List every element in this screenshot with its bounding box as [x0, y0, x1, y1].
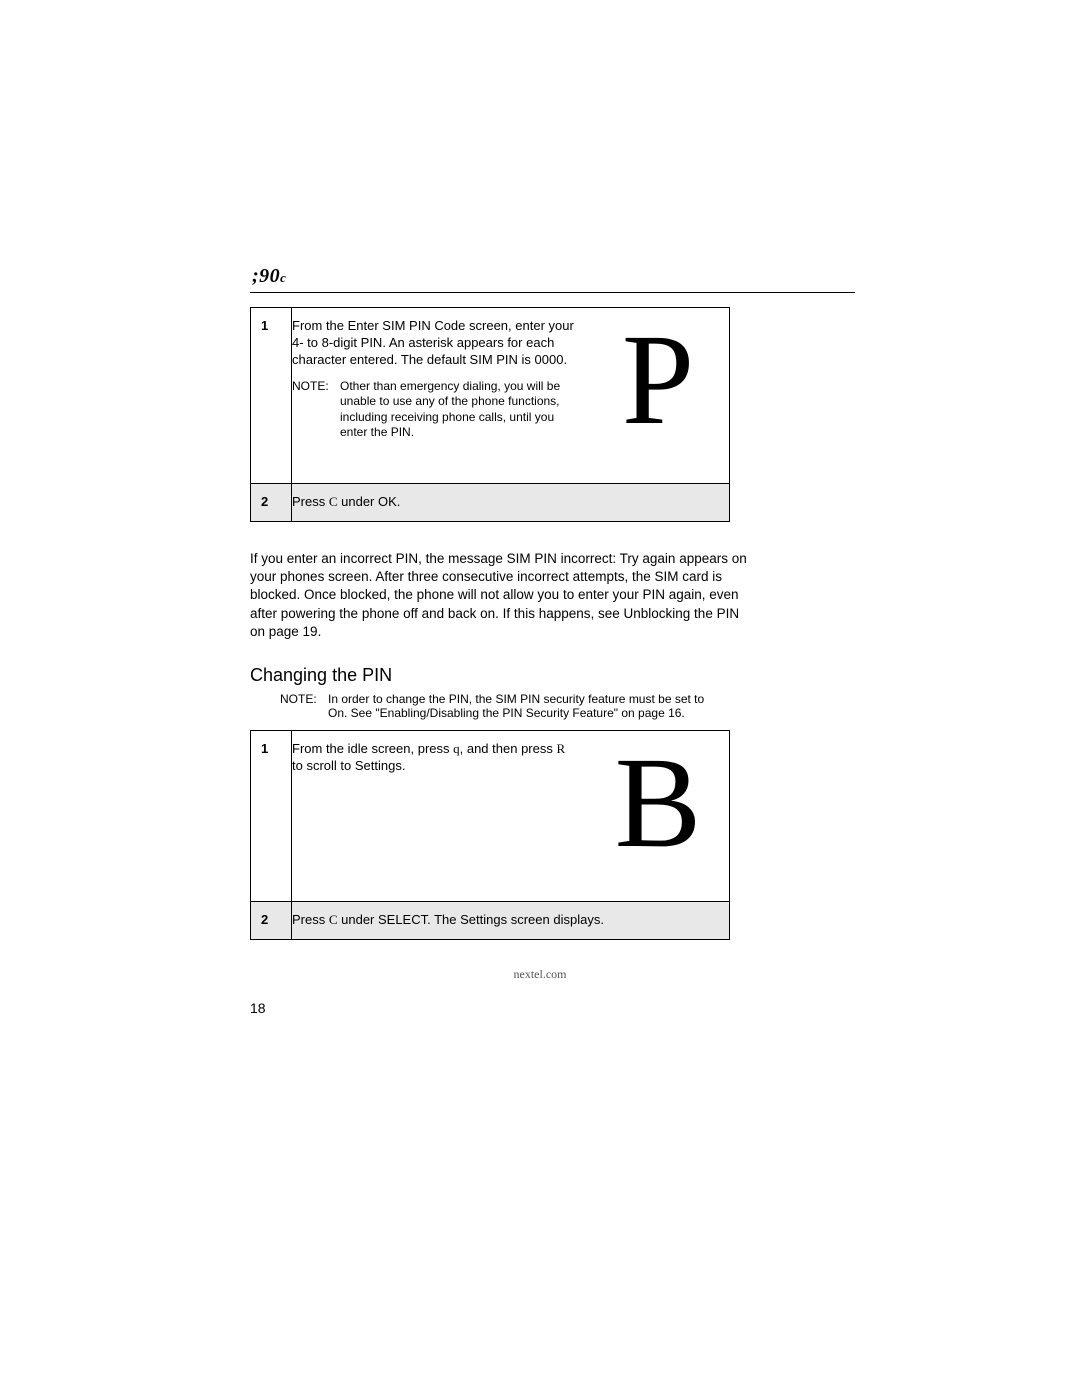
text-fragment: screen displays.: [507, 912, 604, 927]
key-glyph: R: [556, 741, 565, 756]
pin-entry-steps-table: 1 From the Enter SIM PIN Code screen, en…: [250, 307, 730, 522]
note-label: NOTE:: [292, 379, 340, 395]
text-fragment: , and then press: [460, 741, 557, 756]
table-row: 1 From the Enter SIM PIN Code screen, en…: [251, 308, 730, 484]
header-sub: c: [280, 270, 286, 285]
text-fragment: Settings: [460, 912, 507, 927]
incorrect-pin-paragraph: If you enter an incorrect PIN, the messa…: [250, 550, 750, 641]
manual-page: ;90c 1 From the Enter SIM PIN Code scree…: [0, 0, 1080, 1397]
table-row: 2 Press C under SELECT. The Settings scr…: [251, 901, 730, 939]
text-fragment: on page 16.: [618, 706, 685, 720]
table-row: 2 Press C under OK.: [251, 484, 730, 522]
step-text: From the Enter SIM PIN Code screen, ente…: [292, 308, 588, 484]
text-fragment: From the: [292, 318, 348, 333]
note-body: Other than emergency dialing, you will b…: [340, 379, 573, 441]
text-fragment: From the idle screen, press: [292, 741, 453, 756]
step-number: 1: [251, 730, 292, 901]
step-number: 2: [251, 901, 292, 939]
step-illustration: P: [587, 308, 730, 484]
header-main: 90: [259, 265, 280, 287]
text-fragment: .: [318, 624, 322, 639]
footer-url: nextel.com: [0, 967, 1080, 982]
text-fragment: to scroll to: [292, 758, 355, 773]
phone-screen-icon: B: [588, 732, 728, 868]
text-fragment: under SELECT. The: [338, 912, 461, 927]
phone-screen-icon: P: [588, 309, 728, 445]
text-fragment: Press: [292, 494, 329, 509]
note: NOTE:Other than emergency dialing, you w…: [292, 379, 577, 441]
text-fragment: SIM PIN incorrect: Try again: [507, 551, 676, 566]
step-text: Press C under OK.: [292, 484, 730, 522]
page-number: 18: [250, 1000, 266, 1016]
changing-pin-steps-table: 1 From the idle screen, press q, and the…: [250, 730, 730, 940]
text-fragment: under OK.: [338, 494, 401, 509]
step-illustration: B: [587, 730, 730, 901]
text-fragment: "Enabling/Disabling the PIN Security Fea…: [375, 706, 618, 720]
text-fragment: Press: [292, 912, 329, 927]
note-body: In order to change the PIN, the SIM PIN …: [328, 692, 716, 720]
step-number: 2: [251, 484, 292, 522]
header-rule: [250, 292, 855, 293]
table-row: 1 From the idle screen, press q, and the…: [251, 730, 730, 901]
header-model: ;90c: [252, 265, 855, 288]
text-fragment: .: [402, 758, 406, 773]
key-glyph: C: [329, 912, 338, 927]
step-text: From the idle screen, press q, and then …: [292, 730, 588, 901]
text-fragment: Settings: [355, 758, 402, 773]
text-fragment: If you enter an incorrect PIN, the messa…: [250, 551, 507, 566]
text-fragment: Enter SIM PIN Code: [348, 318, 466, 333]
step-number: 1: [251, 308, 292, 484]
step-text: Press C under SELECT. The Settings scree…: [292, 901, 730, 939]
key-glyph: C: [329, 494, 338, 509]
note-label: NOTE:: [280, 692, 328, 706]
section-heading-changing-pin: Changing the PIN: [250, 665, 855, 686]
changing-pin-note: NOTE:In order to change the PIN, the SIM…: [280, 692, 720, 720]
